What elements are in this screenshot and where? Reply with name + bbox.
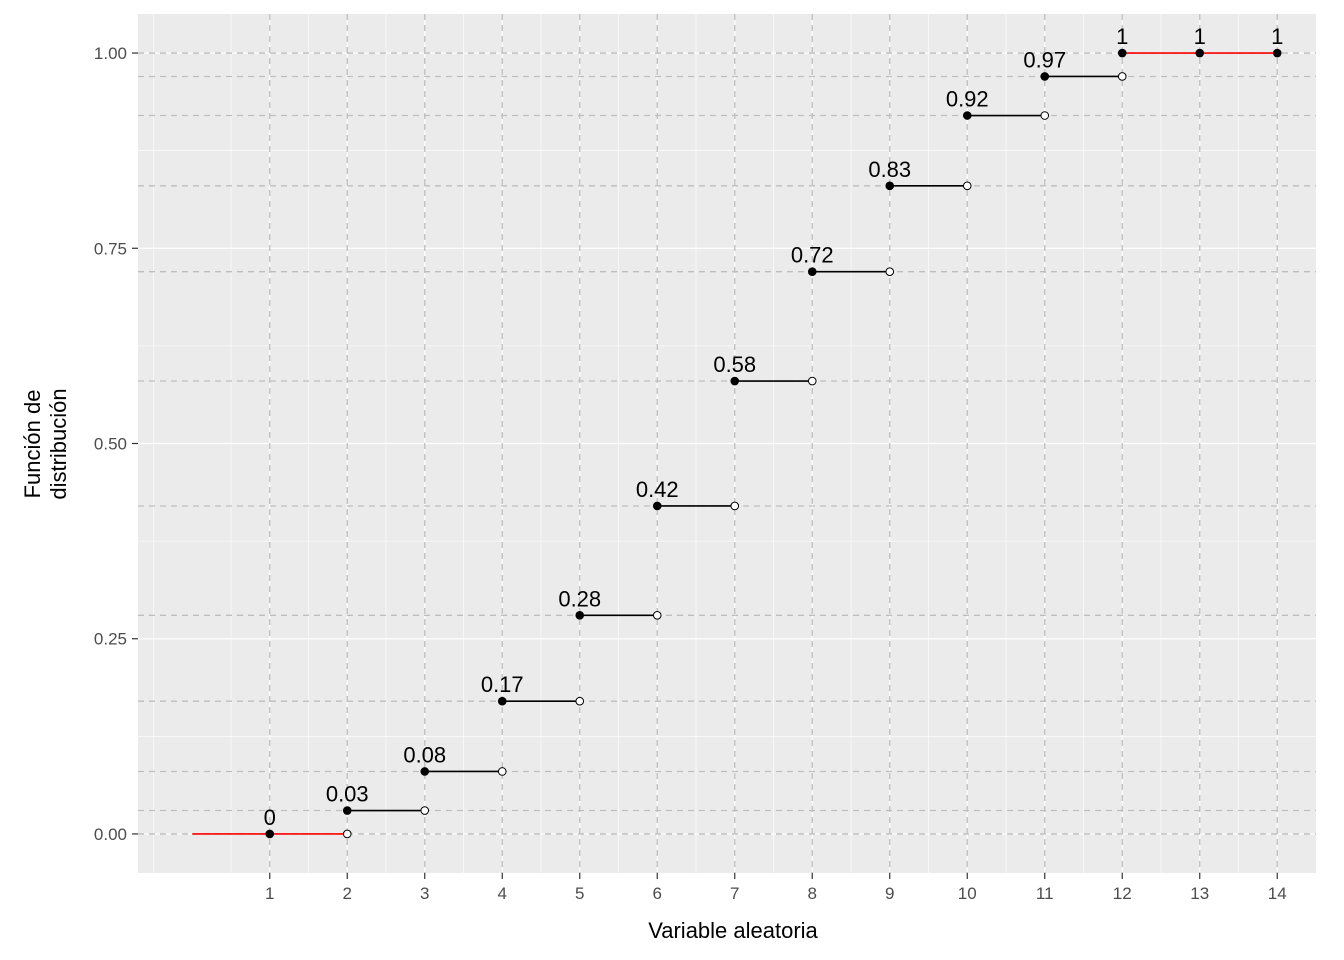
x-tick-label: 14	[1268, 884, 1287, 903]
closed-point	[1117, 48, 1127, 58]
x-tick-label: 10	[958, 884, 977, 903]
y-tick-label: 0.00	[94, 825, 127, 844]
closed-point	[497, 696, 507, 706]
closed-point	[962, 111, 972, 120]
closed-point	[575, 611, 585, 620]
closed-point	[652, 501, 662, 511]
y-tick-label: 1.00	[94, 44, 127, 63]
x-tick-label: 7	[730, 884, 739, 903]
data-label: 0.28	[558, 586, 601, 611]
data-label: 1	[1116, 24, 1128, 49]
y-tick-label: 0.25	[94, 630, 127, 649]
step-segments	[347, 75, 1123, 812]
closed-point	[885, 181, 895, 191]
open-point	[1040, 111, 1050, 120]
open-point	[497, 767, 507, 776]
open-point	[575, 696, 585, 706]
open-point	[885, 267, 895, 277]
x-tick-label: 2	[343, 884, 352, 903]
x-tick-label: 11	[1036, 884, 1054, 903]
x-tick-label: 13	[1190, 884, 1209, 903]
x-tick-label: 1	[265, 884, 274, 903]
y-axis-title-line-1: Función de	[20, 390, 45, 499]
x-tick-label: 9	[885, 884, 894, 903]
x-tick-label: 12	[1113, 884, 1132, 903]
closed-point	[807, 267, 817, 277]
data-label: 0.92	[946, 87, 989, 112]
x-tick-label: 3	[420, 884, 429, 903]
data-label: 0.72	[791, 243, 834, 268]
y-axis: 0.00 0.25 0.50 0.75 1.00	[94, 44, 138, 844]
y-axis-title: Función de distribución	[20, 388, 71, 499]
data-label: 0.97	[1023, 47, 1066, 72]
closed-point	[1195, 48, 1205, 58]
data-label: 0.08	[403, 742, 446, 767]
open-point	[1117, 72, 1127, 81]
data-label: 1	[1271, 24, 1283, 49]
open-point	[652, 611, 662, 620]
x-tick-label: 5	[575, 884, 584, 903]
y-tick-label: 0.50	[94, 435, 127, 454]
data-label: 1	[1194, 24, 1206, 49]
y-axis-title-line-2: distribución	[46, 388, 71, 499]
data-label: 0.42	[636, 477, 679, 502]
closed-point	[265, 829, 275, 839]
x-axis-title: Variable aleatoria	[648, 918, 818, 943]
open-point	[807, 376, 817, 386]
data-label: 0	[264, 805, 276, 830]
data-label: 0.58	[713, 352, 756, 377]
open-point	[420, 806, 430, 815]
closed-point	[1272, 48, 1282, 58]
data-label: 0.17	[481, 672, 524, 697]
data-label: 0.03	[326, 782, 369, 807]
closed-point	[1040, 72, 1050, 81]
open-point	[962, 181, 972, 191]
x-tick-label: 6	[653, 884, 662, 903]
y-tick-label: 0.75	[94, 239, 127, 258]
data-labels: 0 0.03 0.08 0.17 0.28 0.42 0.58 0.72 0.83 0.92 0.9…	[264, 24, 1284, 830]
closed-point	[342, 806, 352, 815]
closed-point	[730, 376, 740, 386]
open-point	[342, 829, 352, 839]
closed-points	[265, 48, 1282, 839]
x-tick-label: 8	[808, 884, 817, 903]
closed-point	[420, 767, 430, 776]
open-point	[730, 501, 740, 511]
x-axis: 1 2 3 4 5 6 7 8 9 10 11 12 13 14	[265, 873, 1287, 903]
open-points	[342, 72, 1127, 839]
x-tick-label: 4	[498, 884, 507, 903]
data-label: 0.83	[868, 157, 911, 182]
